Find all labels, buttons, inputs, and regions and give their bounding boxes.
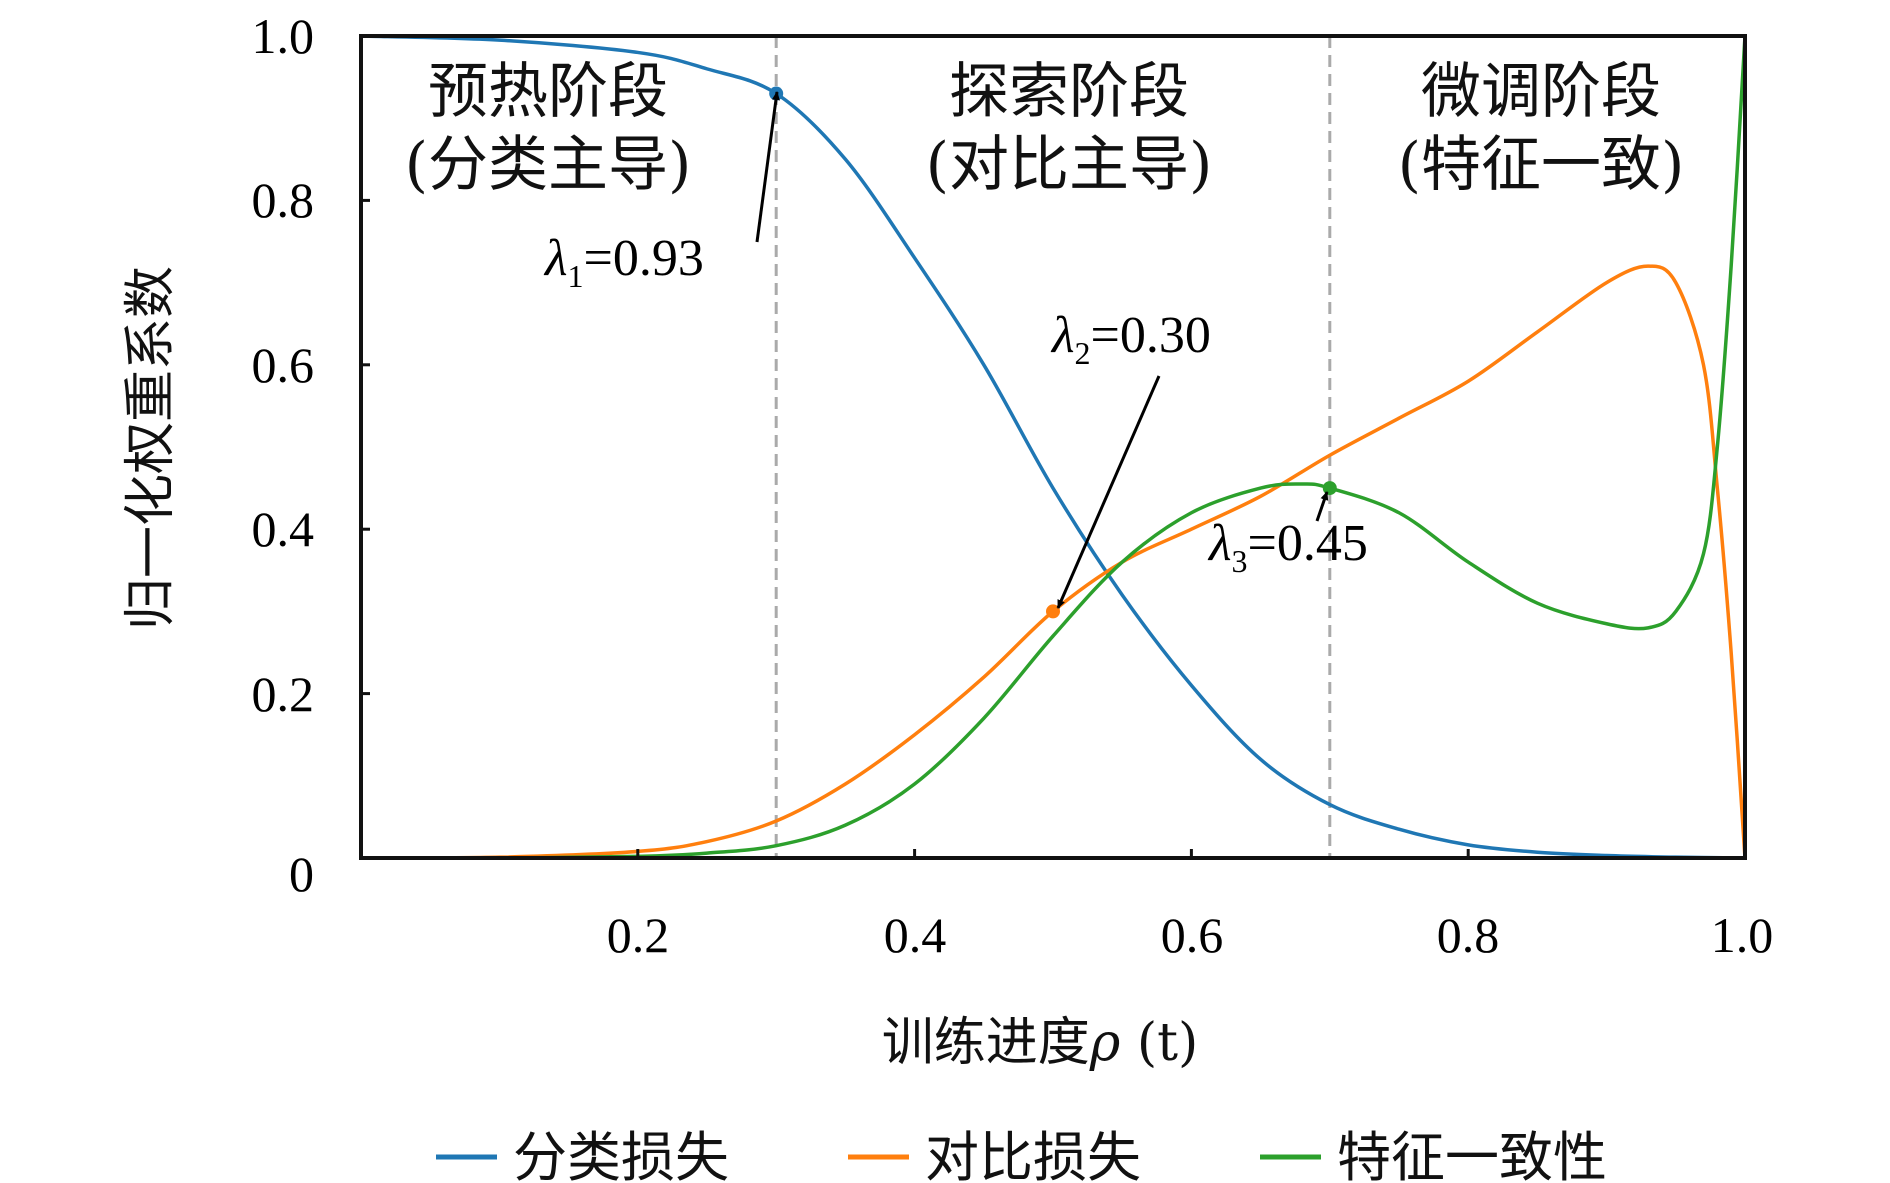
phase-boundary-lines [774,36,1332,858]
lambda-value: =0.93 [584,230,704,287]
annotation-lambda-1: λ1=0.93 [543,230,704,294]
series-line-2 [360,264,1747,860]
x-tick-label: 0.4 [884,907,947,963]
legend-label-consistency: 特征一致性 [1337,1126,1607,1183]
x-axis-label-text: 训练进度 [882,1013,1090,1073]
lambda-subscript: 2 [1075,335,1091,371]
y-tick-label: 0.6 [252,337,315,393]
series-lines [360,34,1747,860]
legend-label-classification: 分类损失 [513,1126,729,1183]
phase-subtitle-explore: (对比主导) [926,130,1213,200]
x-tick-label: 0.8 [1437,907,1500,963]
annotation-arrow-3 [1315,491,1329,522]
lambda-symbol: λ [1207,515,1232,572]
lambda-value: =0.45 [1248,515,1368,572]
annotation-marker-3 [1322,481,1337,496]
lambda-subscript: 3 [1232,543,1248,579]
legend-label-contrastive: 对比损失 [925,1126,1141,1183]
annotation-lambda-2: λ2=0.30 [1050,307,1211,371]
y-axis-label: 归一化权重系数 [121,266,181,630]
phase-title-finetune: 微调阶段 [1421,57,1661,127]
x-axis-label: 训练进度ρ (t) [882,1013,1199,1073]
x-axis-label-symbol: ρ [1089,1013,1121,1073]
phase-subtitle-finetune: (特征一致) [1398,130,1685,200]
annotation-arrow-1 [755,91,780,243]
y-tick-label: 0.4 [252,501,315,557]
y-tick-label: 1.0 [252,8,315,64]
x-tick-label: 1.0 [1711,907,1774,963]
phase-title-explore: 探索阶段 [949,57,1189,127]
lambda-value: =0.30 [1091,307,1211,364]
x-tick-label: 0.6 [1161,907,1224,963]
annotation-lambda-3: λ3=0.45 [1207,515,1368,579]
tick-marks [361,198,1470,858]
plot-frame [359,34,1747,860]
y-tick-label: 0 [289,846,314,902]
x-axis-label-suffix: (t) [1120,1013,1198,1073]
annotation-marker-2 [1046,604,1060,619]
y-tick-label: 0.2 [252,666,315,722]
y-tick-label: 0.8 [252,172,315,228]
x-tick-label: 0.2 [607,907,670,963]
legend: 分类损失 对比损失 特征一致性 [436,1126,1607,1183]
phase-subtitle-warmup: (分类主导) [405,130,692,200]
annotation-arrow-2 [1056,375,1161,609]
lambda-symbol: λ [543,230,568,287]
series-line-3 [360,35,1747,860]
lambda-subscript: 1 [568,258,584,294]
phase-title-warmup: 预热阶段 [428,57,668,127]
series-line-1 [360,34,1746,860]
lambda-symbol: λ [1050,307,1075,364]
